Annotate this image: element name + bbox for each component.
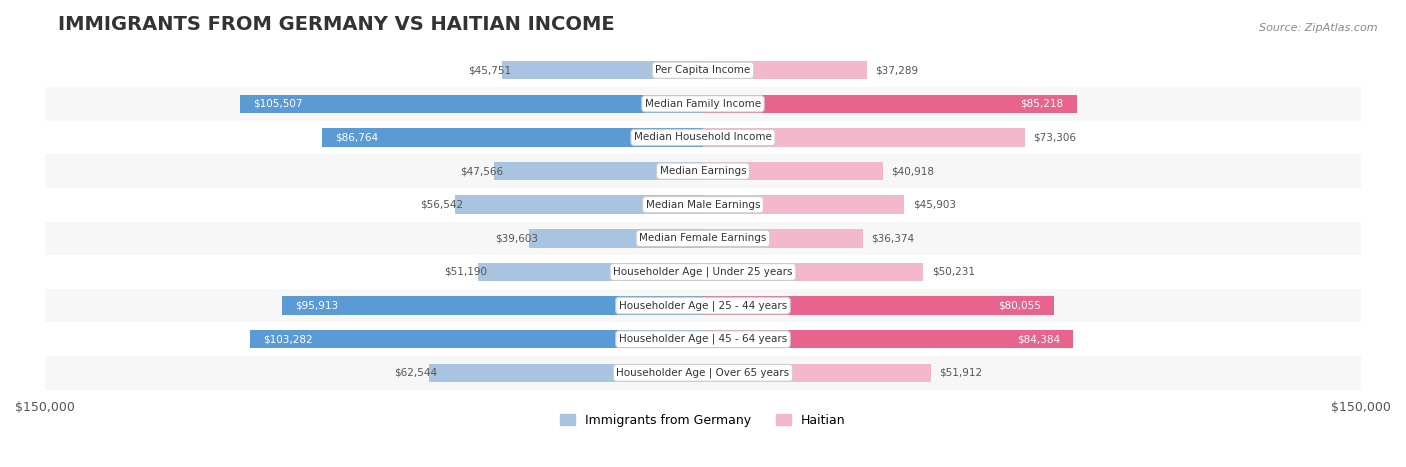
Text: $95,913: $95,913 [295, 301, 339, 311]
Text: $51,190: $51,190 [444, 267, 488, 277]
Bar [703, 297, 1054, 315]
Text: Median Female Earnings: Median Female Earnings [640, 234, 766, 243]
Bar [45, 154, 1361, 188]
Bar [703, 95, 1077, 113]
Bar [456, 196, 703, 214]
Text: $37,289: $37,289 [876, 65, 918, 75]
Bar [703, 61, 866, 79]
Text: $84,384: $84,384 [1017, 334, 1060, 344]
Text: Householder Age | 45 - 64 years: Householder Age | 45 - 64 years [619, 334, 787, 345]
Bar [250, 330, 703, 348]
Bar [703, 330, 1073, 348]
Text: $45,903: $45,903 [912, 200, 956, 210]
Bar [478, 263, 703, 281]
Bar [45, 188, 1361, 221]
Text: Per Capita Income: Per Capita Income [655, 65, 751, 75]
Bar [322, 128, 703, 147]
Text: $47,566: $47,566 [460, 166, 503, 176]
Bar [703, 196, 904, 214]
Legend: Immigrants from Germany, Haitian: Immigrants from Germany, Haitian [555, 409, 851, 432]
Text: $56,542: $56,542 [420, 200, 464, 210]
Text: $50,231: $50,231 [932, 267, 976, 277]
Text: Median Household Income: Median Household Income [634, 133, 772, 142]
Text: $51,912: $51,912 [939, 368, 983, 378]
Text: $105,507: $105,507 [253, 99, 302, 109]
Bar [45, 53, 1361, 87]
Text: $62,544: $62,544 [394, 368, 437, 378]
Text: $85,218: $85,218 [1021, 99, 1064, 109]
Text: Source: ZipAtlas.com: Source: ZipAtlas.com [1260, 23, 1378, 33]
Bar [703, 263, 924, 281]
Text: $45,751: $45,751 [468, 65, 510, 75]
Bar [703, 128, 1025, 147]
Bar [495, 162, 703, 180]
Text: Householder Age | Over 65 years: Householder Age | Over 65 years [616, 368, 790, 378]
Text: $39,603: $39,603 [495, 234, 538, 243]
Text: $40,918: $40,918 [891, 166, 934, 176]
Bar [502, 61, 703, 79]
Text: $73,306: $73,306 [1033, 133, 1077, 142]
Bar [45, 322, 1361, 356]
Bar [45, 120, 1361, 154]
Bar [45, 87, 1361, 120]
Text: IMMIGRANTS FROM GERMANY VS HAITIAN INCOME: IMMIGRANTS FROM GERMANY VS HAITIAN INCOM… [58, 15, 614, 34]
Bar [45, 221, 1361, 255]
Bar [529, 229, 703, 248]
Bar [429, 364, 703, 382]
Bar [703, 364, 931, 382]
Text: Householder Age | 25 - 44 years: Householder Age | 25 - 44 years [619, 300, 787, 311]
Bar [703, 229, 862, 248]
Bar [45, 255, 1361, 289]
Bar [45, 289, 1361, 322]
Bar [703, 162, 883, 180]
Text: $86,764: $86,764 [336, 133, 378, 142]
Text: Median Family Income: Median Family Income [645, 99, 761, 109]
Bar [240, 95, 703, 113]
Text: Householder Age | Under 25 years: Householder Age | Under 25 years [613, 267, 793, 277]
Text: Median Male Earnings: Median Male Earnings [645, 200, 761, 210]
Text: $80,055: $80,055 [998, 301, 1040, 311]
Text: Median Earnings: Median Earnings [659, 166, 747, 176]
Bar [283, 297, 703, 315]
Bar [45, 356, 1361, 389]
Text: $36,374: $36,374 [872, 234, 914, 243]
Text: $103,282: $103,282 [263, 334, 312, 344]
